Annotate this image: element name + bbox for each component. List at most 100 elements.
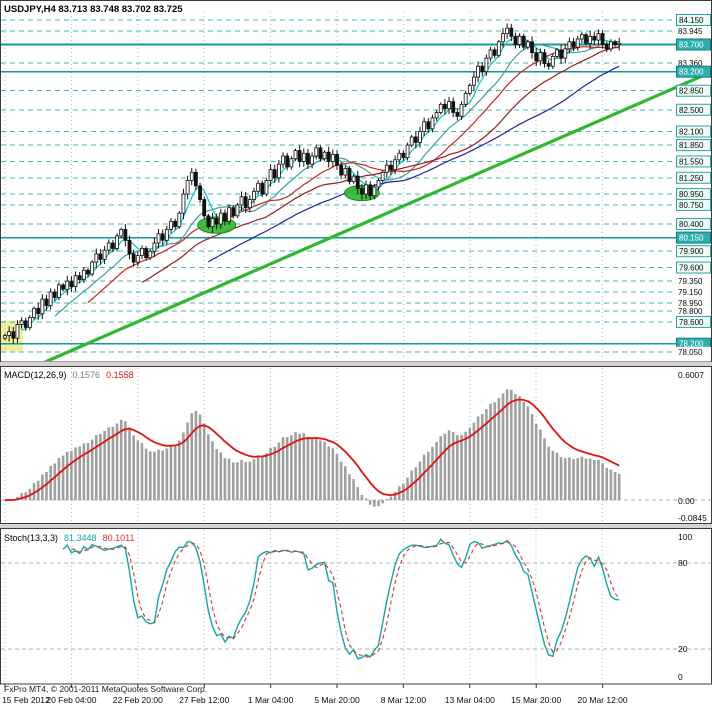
price-level-label[interactable]	[676, 139, 711, 152]
macd-bar	[227, 458, 231, 501]
candle	[90, 261, 95, 275]
macd-bar	[456, 435, 459, 501]
candle	[247, 199, 252, 209]
candle	[268, 169, 273, 181]
candle	[555, 49, 559, 57]
candle	[289, 158, 294, 168]
price-level-label[interactable]	[676, 103, 711, 116]
price-level-label[interactable]	[676, 84, 711, 97]
macd-bar	[348, 474, 351, 501]
candle	[422, 121, 427, 132]
price-level-label[interactable]	[676, 171, 711, 184]
price-level-label[interactable]	[676, 125, 711, 138]
candle	[534, 52, 539, 62]
price-level-label[interactable]	[676, 315, 711, 328]
date-label: 20 Mar 12:00	[578, 695, 628, 705]
macd-bar	[173, 444, 177, 501]
price-level-label-active[interactable]	[676, 38, 711, 51]
price-tick-label: 83.360	[678, 59, 703, 68]
macd-signal-line	[4, 398, 620, 502]
macd-indicator-label: MACD(12,26,9) 0.1576 0.1558	[4, 370, 134, 380]
candle	[272, 169, 277, 179]
candle	[3, 335, 7, 339]
macd-bar	[3, 500, 7, 501]
price-level-label[interactable]	[676, 218, 711, 230]
ma-line-21[interactable]	[87, 46, 620, 303]
candle	[210, 218, 215, 228]
price-level-label[interactable]	[676, 14, 711, 26]
panel-divider[interactable]	[0, 362, 712, 366]
price-level-label-active[interactable]	[676, 231, 711, 244]
macd-bar	[584, 458, 588, 501]
panel-divider[interactable]	[0, 524, 712, 528]
macd-bar	[534, 423, 538, 501]
candle	[264, 180, 269, 195]
price-level-label[interactable]	[676, 198, 711, 211]
macd-bar	[273, 446, 277, 501]
price-level-label-active[interactable]	[676, 65, 711, 78]
macd-bar	[518, 396, 521, 501]
stoch-signal-line	[71, 541, 620, 658]
candle	[542, 52, 547, 64]
ma-line-50[interactable]	[208, 65, 620, 263]
macd-bar	[107, 427, 111, 501]
date-label: 22 Feb 20:00	[113, 695, 163, 705]
candle	[459, 103, 464, 117]
chart-title: USDJPY,H4 83.713 83.748 83.702 83.725	[4, 4, 183, 15]
macd-bar	[435, 441, 438, 501]
macd-bar	[74, 447, 77, 501]
price-level-label[interactable]	[676, 261, 711, 274]
macd-bar	[302, 433, 306, 501]
macd-bar	[335, 453, 339, 501]
macd-bar	[476, 416, 480, 501]
stoch-panel-area[interactable]	[0, 528, 712, 684]
candle	[48, 291, 53, 306]
price-tick-mask	[676, 57, 711, 68]
macd-bar	[310, 438, 314, 501]
macd-bar	[539, 429, 542, 501]
macd-bar	[90, 439, 94, 501]
macd-main-value: 0.1576	[73, 370, 101, 380]
candle	[550, 56, 555, 67]
macd-bar	[231, 462, 235, 501]
stoch-scale-20: 20	[678, 644, 688, 654]
macd-bar	[497, 398, 501, 501]
date-label: 5 Mar 20:00	[314, 695, 360, 705]
macd-bar	[236, 462, 239, 501]
macd-bar	[136, 440, 140, 501]
macd-bar	[522, 402, 526, 501]
macd-bar	[530, 414, 534, 501]
macd-bar	[597, 459, 600, 501]
candle	[223, 212, 227, 222]
price-level-text: 81.850	[679, 141, 704, 150]
candle	[235, 204, 240, 217]
macd-bar	[555, 452, 559, 501]
price-level-label[interactable]	[676, 155, 711, 168]
candle	[588, 35, 593, 44]
macd-bar	[161, 450, 164, 501]
macd-bar	[368, 500, 372, 505]
macd-bar	[182, 432, 185, 501]
price-tick-label: 83.945	[678, 27, 703, 36]
candle	[152, 242, 157, 252]
trendline[interactable]	[44, 70, 712, 362]
macd-bar	[261, 456, 264, 501]
macd-bar	[115, 423, 119, 501]
macd-bar	[617, 473, 621, 501]
macd-bar	[32, 483, 36, 501]
macd-layer	[1, 368, 711, 522]
macd-bar	[285, 437, 289, 501]
candle	[364, 184, 368, 195]
candle	[281, 155, 285, 165]
candle	[368, 184, 373, 197]
candle	[559, 49, 563, 59]
candle	[351, 175, 356, 182]
macd-bar	[252, 459, 256, 501]
price-tick-label: 79.150	[678, 288, 703, 297]
macd-bar	[144, 448, 148, 501]
candle	[335, 153, 339, 166]
price-level-label[interactable]	[676, 245, 711, 258]
